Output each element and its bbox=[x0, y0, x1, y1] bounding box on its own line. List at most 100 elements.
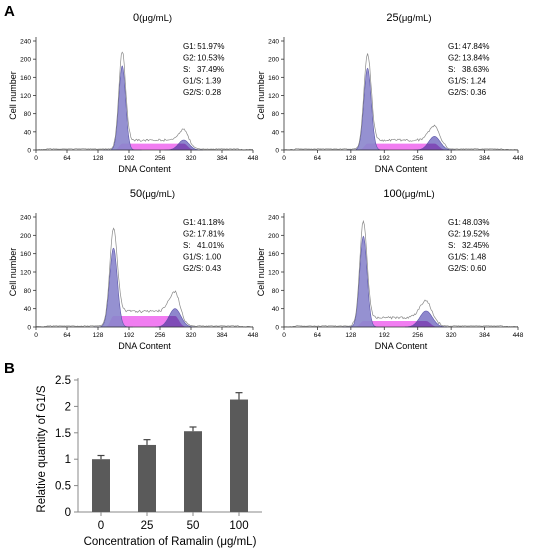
stat-value: 17.81% bbox=[197, 230, 224, 239]
x-tick-label: 448 bbox=[513, 332, 524, 339]
y-tick-label: 80 bbox=[24, 288, 32, 295]
bar-x-tick-label: 50 bbox=[187, 520, 200, 532]
stat-value: 51.97% bbox=[197, 42, 224, 51]
x-tick-label: 64 bbox=[63, 155, 71, 162]
stat-label: G2: bbox=[183, 230, 196, 239]
stat-label: G2/S: bbox=[448, 88, 468, 97]
y-tick-label: 80 bbox=[272, 111, 280, 118]
bar-y-tick-label: 0.5 bbox=[55, 481, 71, 493]
stat-value: 1.24 bbox=[471, 77, 487, 86]
stat-label: G1: bbox=[183, 218, 196, 227]
x-tick-label: 320 bbox=[186, 155, 197, 162]
y-tick-label: 200 bbox=[268, 57, 279, 64]
g1-peak-area bbox=[346, 67, 389, 151]
x-tick-label: 192 bbox=[124, 332, 135, 339]
y-axis-label: Cell number bbox=[8, 71, 18, 120]
stat-value: 1.48 bbox=[471, 253, 487, 262]
histogram-panel-3: 0 40 80 120 160 200 240 0 64 128 192 256 320 384 448 DN… bbox=[8, 188, 259, 351]
histogram-trace bbox=[284, 219, 519, 328]
stat-value: 1.39 bbox=[206, 77, 222, 86]
s-g2-overlap-area bbox=[407, 321, 445, 327]
x-tick-label: 320 bbox=[446, 155, 457, 162]
bar-chart-panel: 0 0.5 1 1.5 2 2.5 0 25 50 100 Concentration of Ram… bbox=[36, 375, 262, 548]
bar bbox=[184, 431, 202, 512]
concentration-unit: (μg/mL) bbox=[142, 189, 175, 200]
y-tick-label: 120 bbox=[20, 270, 31, 277]
y-tick-label: 160 bbox=[268, 75, 279, 82]
x-tick-label: 128 bbox=[93, 155, 104, 162]
panel-title: 100(μg/mL) bbox=[383, 188, 434, 200]
stat-label: G1: bbox=[448, 218, 461, 227]
bar-y-axis-label: Relative quantity of G1/S bbox=[36, 385, 48, 513]
x-tick-label: 0 bbox=[34, 155, 38, 162]
s-g2-overlap-area bbox=[416, 143, 453, 150]
stat-label: G2: bbox=[448, 230, 461, 239]
y-tick-label: 40 bbox=[272, 306, 280, 313]
panel-title: 25(μg/mL) bbox=[386, 12, 431, 24]
concentration-value: 100 bbox=[383, 188, 401, 200]
concentration-unit: (μg/mL) bbox=[139, 13, 172, 24]
x-tick-label: 0 bbox=[282, 155, 286, 162]
x-tick-label: 256 bbox=[155, 332, 166, 339]
g1-peak-area bbox=[94, 247, 133, 328]
stat-value: 1.00 bbox=[206, 253, 222, 262]
stat-label: G1: bbox=[448, 42, 461, 51]
stat-label: G1/S: bbox=[448, 77, 468, 86]
x-tick-label: 192 bbox=[124, 155, 135, 162]
stat-value: 37.49% bbox=[197, 65, 224, 74]
bar-y-tick-label: 1 bbox=[65, 454, 71, 466]
y-tick-label: 160 bbox=[20, 75, 31, 82]
y-tick-label: 0 bbox=[275, 325, 279, 332]
histogram-trace bbox=[36, 51, 254, 151]
bar-x-tick-label: 0 bbox=[98, 520, 104, 532]
panel-title: 50(μg/mL) bbox=[130, 188, 175, 200]
concentration-value: 50 bbox=[130, 188, 142, 200]
bar-y-tick-label: 2.5 bbox=[55, 375, 71, 387]
y-tick-label: 240 bbox=[268, 215, 279, 222]
y-tick-label: 240 bbox=[20, 215, 31, 222]
histogram-panel-2: 0 40 80 120 160 200 240 0 64 128 192 256 320 384 448 DN… bbox=[256, 12, 524, 174]
y-tick-label: 240 bbox=[268, 39, 279, 46]
y-tick-label: 160 bbox=[20, 251, 31, 258]
bar-y-tick-label: 1.5 bbox=[55, 428, 71, 440]
bar-y-tick-label: 0 bbox=[65, 507, 71, 519]
stat-label: G2: bbox=[183, 54, 196, 63]
x-tick-label: 320 bbox=[446, 332, 457, 339]
x-tick-label: 448 bbox=[248, 332, 259, 339]
stat-label: G2/S: bbox=[448, 264, 468, 273]
stat-value: 41.18% bbox=[197, 218, 224, 227]
y-tick-label: 0 bbox=[275, 148, 279, 155]
y-tick-label: 40 bbox=[272, 129, 280, 136]
x-tick-label: 384 bbox=[479, 155, 490, 162]
x-tick-label: 448 bbox=[513, 155, 524, 162]
y-axis-label: Cell number bbox=[256, 248, 266, 297]
g1-peak-area bbox=[342, 235, 385, 328]
stat-value: 41.01% bbox=[197, 241, 224, 250]
y-tick-label: 120 bbox=[268, 93, 279, 100]
concentration-value: 25 bbox=[386, 12, 398, 24]
y-axis-label: Cell number bbox=[8, 248, 18, 297]
panel-label-a: A bbox=[4, 3, 15, 20]
bar bbox=[138, 444, 156, 512]
concentration-unit: (μg/mL) bbox=[402, 189, 435, 200]
y-tick-label: 80 bbox=[272, 288, 280, 295]
bar-x-tick-label: 25 bbox=[141, 520, 154, 532]
stat-label: S: bbox=[448, 241, 456, 250]
s-g2-overlap-area bbox=[166, 143, 201, 150]
panel-title: 0(μg/mL) bbox=[133, 12, 172, 24]
y-tick-label: 200 bbox=[20, 233, 31, 240]
concentration-unit: (μg/mL) bbox=[399, 13, 432, 24]
stat-label: G1/S: bbox=[183, 77, 203, 86]
stat-value: 38.63% bbox=[462, 65, 489, 74]
x-tick-label: 64 bbox=[63, 332, 71, 339]
bar-x-tick-label: 100 bbox=[229, 520, 248, 532]
histogram-panel-4: 0 40 80 120 160 200 240 0 64 128 192 256 320 384 448 DN… bbox=[256, 188, 524, 351]
stat-value: 0.60 bbox=[471, 264, 487, 273]
x-tick-label: 384 bbox=[217, 155, 228, 162]
stat-label: G2/S: bbox=[183, 88, 203, 97]
stat-value: 47.84% bbox=[462, 42, 489, 51]
stat-label: G1/S: bbox=[448, 253, 468, 262]
histogram-panel-1: 0 40 80 120 160 200 240 0 64 128 192 256 320 384 448 DN… bbox=[8, 12, 259, 174]
histogram-trace bbox=[283, 53, 519, 151]
x-tick-label: 384 bbox=[217, 332, 228, 339]
